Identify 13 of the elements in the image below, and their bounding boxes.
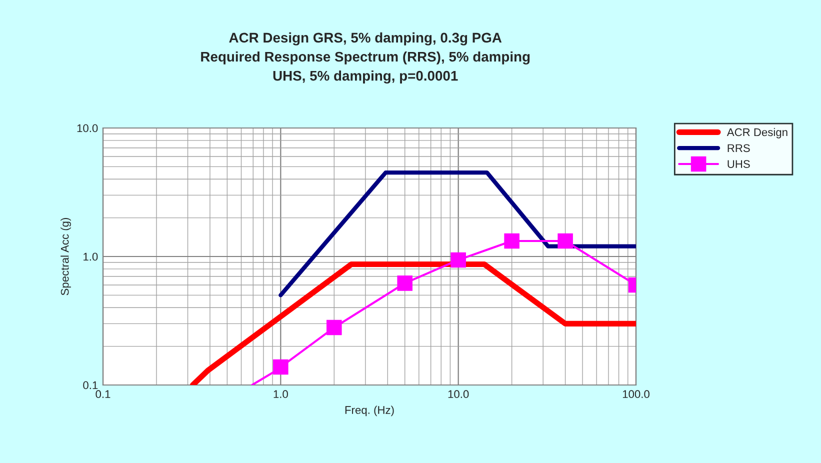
chart-title: ACR Design GRS, 5% damping, 0.3g PGA Required Response Spectrum (RRS), 5% damping UHS, 5% damping, p=0.0001 <box>201 32 530 84</box>
legend-label: UHS <box>728 160 750 168</box>
y-axis-title: Spectral Acc (g) <box>60 218 71 296</box>
x-tick-label: 0.1 <box>96 390 110 398</box>
y-tick-label: 10.0 <box>77 124 98 132</box>
y-tick-label: 0.1 <box>83 381 98 390</box>
x-tick-label: 1.0 <box>274 390 288 398</box>
x-tick-label: 100.0 <box>622 390 650 398</box>
x-axis-title: Freq. (Hz) <box>345 406 394 416</box>
x-tick-label: 10.0 <box>448 390 469 398</box>
y-tick-label: 1.0 <box>84 252 98 261</box>
legend-label: ACR Design <box>726 128 788 138</box>
legend-label: RRS <box>728 144 750 152</box>
